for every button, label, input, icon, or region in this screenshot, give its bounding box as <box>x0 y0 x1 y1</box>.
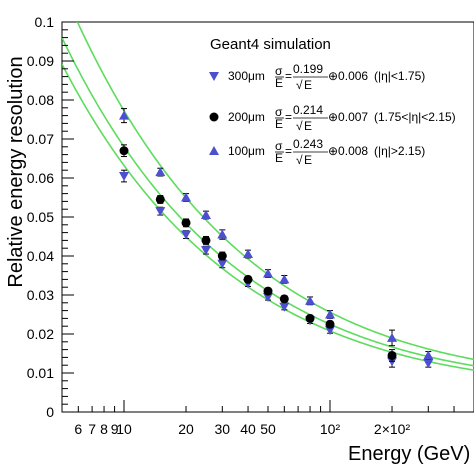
legend-constant: ⊕0.006 <box>328 69 368 83</box>
x-tick-label: 6 <box>74 421 82 437</box>
legend-sigma: σ <box>275 64 283 78</box>
x-tick-label: 9 <box>111 421 119 437</box>
y-tick-label: 0.04 <box>27 248 54 264</box>
legend-title: Geant4 simulation <box>210 36 331 53</box>
x-tick-label: 10 <box>116 421 132 437</box>
data-point <box>305 313 315 323</box>
legend-label: 300μm <box>228 69 265 83</box>
legend-energy: E <box>304 119 312 133</box>
data-point <box>263 268 273 278</box>
legend-equals: = <box>285 110 292 124</box>
data-point <box>155 194 165 204</box>
data-point <box>155 167 166 177</box>
x-axis: 6 7 8 910 20 30 40 50 10² 2×10² <box>61 400 474 437</box>
legend-energy: E <box>275 151 283 165</box>
data-point <box>325 309 336 319</box>
legend-coefficient: 0.243 <box>293 137 323 151</box>
data-point <box>181 218 191 228</box>
data-point <box>387 350 397 360</box>
data-points <box>119 108 434 369</box>
fit-curve <box>62 37 474 367</box>
x-tick-label: 20 <box>178 421 194 437</box>
legend-region: (|η|>2.15) <box>374 144 425 158</box>
legend-energy: E <box>304 153 312 167</box>
data-point <box>119 110 130 120</box>
legend-sigma: σ <box>275 105 283 119</box>
y-tick-label: 0.03 <box>27 287 54 303</box>
y-axis-title: Relative energy resolution <box>5 56 27 287</box>
data-point <box>243 274 253 284</box>
fit-curves <box>62 22 474 371</box>
data-point <box>217 229 228 239</box>
data-point <box>423 359 434 369</box>
data-point <box>279 274 290 284</box>
data-point <box>119 146 129 156</box>
data-point <box>263 292 273 302</box>
data-point <box>217 259 228 269</box>
y-tick-label: 0.07 <box>27 131 54 147</box>
data-point <box>387 332 398 342</box>
legend-energy: E <box>275 76 283 90</box>
legend-region: (1.75<|η|<2.15) <box>374 110 456 124</box>
legend-coefficient: 0.214 <box>293 103 323 117</box>
data-point <box>119 172 130 182</box>
legend-marker <box>209 72 219 81</box>
legend: Geant4 simulation 300μm σE = 0.199√ E⊕0.006(… <box>209 36 456 167</box>
data-point <box>243 249 254 259</box>
legend-energy: E <box>304 78 312 92</box>
legend-equals: = <box>285 69 292 83</box>
legend-label: 100μm <box>228 144 265 158</box>
legend-label: 200μm <box>228 110 265 124</box>
legend-sigma: σ <box>275 139 283 153</box>
legend-coefficient: 0.199 <box>293 62 323 76</box>
data-point <box>200 210 211 220</box>
y-axis: 0 0.01 0.02 0.03 0.04 0.05 0.06 0.07 0.08 0.09 0.1 <box>27 14 74 420</box>
x-tick-label: 7 <box>88 421 96 437</box>
y-tick-label: 0.05 <box>27 209 54 225</box>
y-tick-label: 0.06 <box>27 170 54 186</box>
data-point <box>325 319 335 329</box>
data-point <box>305 295 316 305</box>
legend-equals: = <box>285 144 292 158</box>
data-point <box>279 302 290 312</box>
y-tick-label: 0.1 <box>35 14 55 30</box>
y-tick-label: 0.08 <box>27 92 54 108</box>
legend-energy: E <box>275 117 283 131</box>
x-tick-label: 50 <box>260 421 276 437</box>
data-point <box>201 235 211 245</box>
legend-marker <box>209 146 219 155</box>
data-point <box>155 207 166 217</box>
x-axis-title: Energy (GeV) <box>348 443 470 465</box>
data-point <box>181 192 192 202</box>
data-point <box>217 251 227 261</box>
y-tick-label: 0.02 <box>27 326 54 342</box>
x-tick-label: 30 <box>215 421 231 437</box>
x-tick-label: 10² <box>320 421 341 437</box>
data-point <box>200 246 211 256</box>
legend-constant: ⊕0.007 <box>328 110 368 124</box>
data-point <box>279 294 289 304</box>
data-point <box>423 350 434 360</box>
x-tick-label: 2×10² <box>374 421 411 437</box>
x-tick-label: 40 <box>240 421 256 437</box>
y-tick-label: 0.09 <box>27 53 54 69</box>
data-point <box>181 230 192 240</box>
y-tick-label: 0.01 <box>27 365 54 381</box>
legend-sqrt: √ <box>296 119 303 133</box>
legend-sqrt: √ <box>296 153 303 167</box>
data-point <box>263 286 273 296</box>
x-tick-label: 8 <box>100 421 108 437</box>
legend-constant: ⊕0.008 <box>328 144 368 158</box>
legend-region: (|η|<1.75) <box>374 69 425 83</box>
legend-sqrt: √ <box>296 78 303 92</box>
data-point <box>325 326 336 336</box>
legend-marker <box>209 112 219 122</box>
y-tick-label: 0 <box>46 404 54 420</box>
